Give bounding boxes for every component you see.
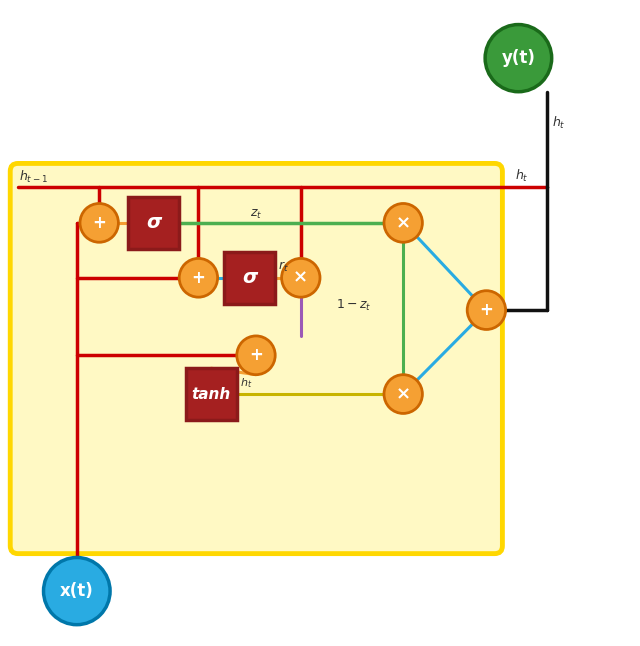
Text: $h_t$: $h_t$: [552, 114, 566, 130]
Text: $z_t$: $z_t$: [250, 207, 262, 220]
Text: $h_{t-1}$: $h_{t-1}$: [19, 169, 48, 185]
FancyBboxPatch shape: [186, 368, 237, 420]
Text: σ: σ: [146, 213, 161, 233]
Text: ×: ×: [293, 269, 308, 287]
Circle shape: [179, 258, 218, 297]
Text: +: +: [479, 301, 493, 319]
Circle shape: [237, 336, 275, 375]
Text: $r_t$: $r_t$: [278, 260, 289, 274]
Circle shape: [467, 291, 506, 329]
Text: y(t): y(t): [502, 49, 535, 67]
Text: +: +: [249, 346, 263, 364]
FancyBboxPatch shape: [224, 252, 275, 304]
Text: x(t): x(t): [60, 582, 93, 600]
Text: ×: ×: [396, 385, 411, 403]
Text: ×: ×: [396, 214, 411, 232]
FancyBboxPatch shape: [10, 163, 502, 554]
Circle shape: [80, 203, 118, 242]
Circle shape: [282, 258, 320, 297]
Circle shape: [384, 375, 422, 413]
Text: $1 - z_t$: $1 - z_t$: [336, 297, 372, 313]
Text: $h_t$: $h_t$: [240, 377, 252, 390]
Text: +: +: [92, 214, 106, 232]
Circle shape: [44, 557, 110, 625]
Text: +: +: [191, 269, 205, 287]
Text: $h_t$: $h_t$: [515, 167, 529, 183]
Circle shape: [485, 25, 552, 92]
Text: σ: σ: [242, 268, 257, 287]
FancyBboxPatch shape: [128, 197, 179, 249]
Text: tanh: tanh: [191, 386, 231, 402]
Circle shape: [384, 203, 422, 242]
